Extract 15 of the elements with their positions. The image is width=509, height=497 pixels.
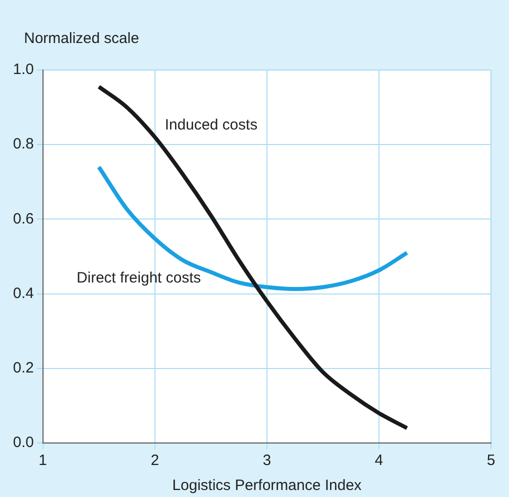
x-tick-label: 5 bbox=[486, 452, 496, 470]
x-axis-title: Logistics Performance Index bbox=[172, 477, 362, 494]
y-tick-label: 0.6 bbox=[12, 210, 34, 228]
y-tick-label: 0.4 bbox=[12, 284, 34, 302]
series-label: Direct freight costs bbox=[76, 269, 201, 286]
x-tick-label: 4 bbox=[374, 452, 384, 470]
y-axis-title: Normalized scale bbox=[24, 30, 140, 47]
y-tick-label: 0.0 bbox=[12, 434, 34, 452]
y-tick-label: 1.0 bbox=[12, 61, 34, 78]
y-tick-label: 0.8 bbox=[12, 136, 34, 153]
x-tick-label: 2 bbox=[150, 452, 160, 470]
series-label: Induced costs bbox=[164, 116, 258, 134]
x-tick-label: 3 bbox=[262, 452, 272, 470]
x-tick-label: 1 bbox=[38, 452, 48, 470]
y-tick-label: 0.2 bbox=[12, 360, 34, 377]
